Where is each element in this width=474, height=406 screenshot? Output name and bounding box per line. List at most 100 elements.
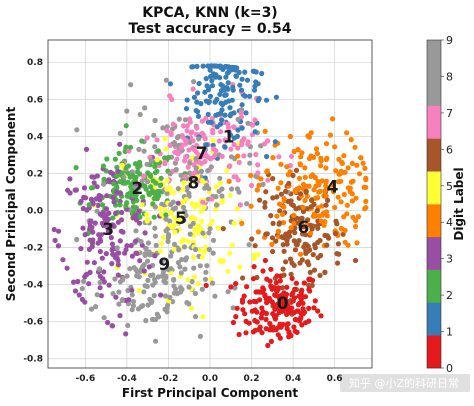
data-point-digit-1 — [222, 112, 228, 118]
colorbar-segment-7 — [427, 105, 441, 139]
data-point-digit-2 — [127, 144, 134, 150]
data-point-digit-6 — [322, 232, 328, 239]
data-point-digit-4 — [319, 203, 325, 209]
data-point-digit-8 — [141, 148, 147, 154]
data-point-digit-0 — [263, 310, 269, 317]
data-point-digit-6 — [274, 194, 280, 200]
data-point-digit-2 — [116, 150, 122, 156]
data-point-digit-9 — [112, 276, 118, 282]
data-point-digit-5 — [154, 157, 160, 163]
data-point-digit-2 — [136, 159, 143, 165]
data-point-digit-9 — [101, 315, 107, 321]
data-point-digit-3 — [108, 235, 114, 241]
data-point-digit-2 — [123, 144, 129, 150]
data-point-digit-8 — [187, 231, 193, 237]
data-point-digit-6 — [297, 191, 304, 197]
data-point-digit-0 — [246, 320, 252, 326]
data-point-digit-5 — [172, 215, 178, 221]
data-point-digit-4 — [345, 165, 351, 171]
data-point-digit-5 — [180, 199, 186, 205]
data-point-digit-8 — [193, 165, 199, 171]
data-point-digit-9 — [79, 286, 85, 292]
colorbar-label: Digit Label — [452, 167, 466, 240]
data-point-digit-8 — [173, 166, 179, 173]
data-point-digit-8 — [167, 171, 173, 177]
data-point-digit-7 — [170, 121, 176, 127]
data-point-digit-0 — [228, 284, 234, 290]
data-point-digit-3 — [109, 323, 116, 329]
data-point-digit-1 — [264, 153, 270, 160]
data-point-digit-3 — [117, 313, 123, 319]
data-point-digit-2 — [104, 156, 110, 162]
data-point-digit-6 — [288, 271, 294, 277]
data-point-digit-6 — [278, 191, 284, 197]
y-tick-label: 0.4 — [27, 132, 43, 142]
data-point-digit-0 — [259, 311, 265, 317]
data-point-digit-4 — [278, 180, 284, 186]
data-point-digit-9 — [130, 299, 137, 305]
data-point-digit-3 — [133, 250, 139, 256]
data-point-digit-4 — [291, 220, 297, 226]
data-point-digit-3 — [133, 238, 139, 244]
data-point-digit-3 — [133, 217, 140, 223]
data-point-digit-6 — [286, 180, 292, 186]
colorbar-frame — [426, 39, 442, 369]
data-point-digit-1 — [206, 85, 212, 91]
data-point-digit-0 — [270, 327, 276, 333]
data-point-digit-0 — [286, 334, 292, 340]
data-point-digit-3 — [104, 193, 110, 199]
data-point-digit-6 — [291, 238, 297, 244]
data-point-digit-1 — [195, 109, 201, 115]
data-point-digit-5 — [185, 277, 191, 283]
data-point-digit-1 — [227, 132, 234, 138]
data-point-digit-8 — [189, 177, 195, 183]
data-point-digit-4 — [311, 187, 317, 193]
data-point-digit-3 — [118, 228, 124, 234]
data-point-digit-2 — [114, 173, 120, 179]
data-point-digit-5 — [215, 225, 221, 231]
colorbar-segment-5 — [427, 171, 441, 205]
data-point-digit-6 — [303, 188, 309, 194]
data-point-digit-1 — [226, 69, 232, 75]
data-point-digit-3 — [95, 240, 101, 246]
data-point-digit-4 — [356, 171, 363, 177]
data-point-digit-9 — [171, 241, 178, 247]
data-point-digit-8 — [186, 190, 192, 196]
data-point-digit-1 — [183, 106, 190, 112]
data-point-digit-2 — [139, 138, 145, 144]
data-point-digit-5 — [163, 146, 169, 152]
data-point-digit-4 — [363, 177, 369, 183]
data-point-digit-1 — [212, 99, 218, 105]
data-point-digit-5 — [162, 136, 168, 142]
data-point-digit-4 — [281, 204, 287, 210]
data-point-digit-9 — [140, 303, 146, 309]
data-point-digit-9 — [134, 268, 140, 275]
data-point-digit-4 — [354, 240, 360, 246]
data-point-digit-4 — [340, 169, 346, 175]
data-point-digit-3 — [118, 190, 124, 196]
colorbar-tick-label: 6 — [446, 143, 453, 156]
data-point-digit-4 — [312, 175, 318, 181]
data-point-digit-9 — [129, 292, 135, 298]
data-point-digit-8 — [152, 204, 158, 210]
data-point-digit-9 — [97, 279, 103, 286]
data-point-digit-4 — [320, 210, 326, 216]
data-point-digit-4 — [305, 133, 311, 139]
data-point-digit-1 — [189, 64, 195, 70]
data-point-digit-9 — [96, 266, 102, 272]
data-point-digit-7 — [236, 159, 242, 165]
data-point-digit-2 — [154, 168, 160, 174]
data-point-digit-7 — [225, 121, 231, 127]
data-point-digit-0 — [267, 278, 273, 284]
data-point-digit-5 — [164, 177, 170, 183]
data-point-digit-0 — [233, 281, 239, 287]
data-point-digit-8 — [217, 175, 223, 181]
data-point-digit-3 — [71, 279, 77, 285]
data-point-digit-1 — [195, 113, 202, 119]
data-point-digit-5 — [192, 227, 199, 233]
data-point-digit-9 — [230, 305, 236, 311]
data-point-digit-7 — [212, 152, 218, 158]
digit-annotation: 2 — [131, 179, 143, 199]
data-point-digit-2 — [86, 202, 92, 208]
data-point-digit-7 — [174, 156, 180, 162]
